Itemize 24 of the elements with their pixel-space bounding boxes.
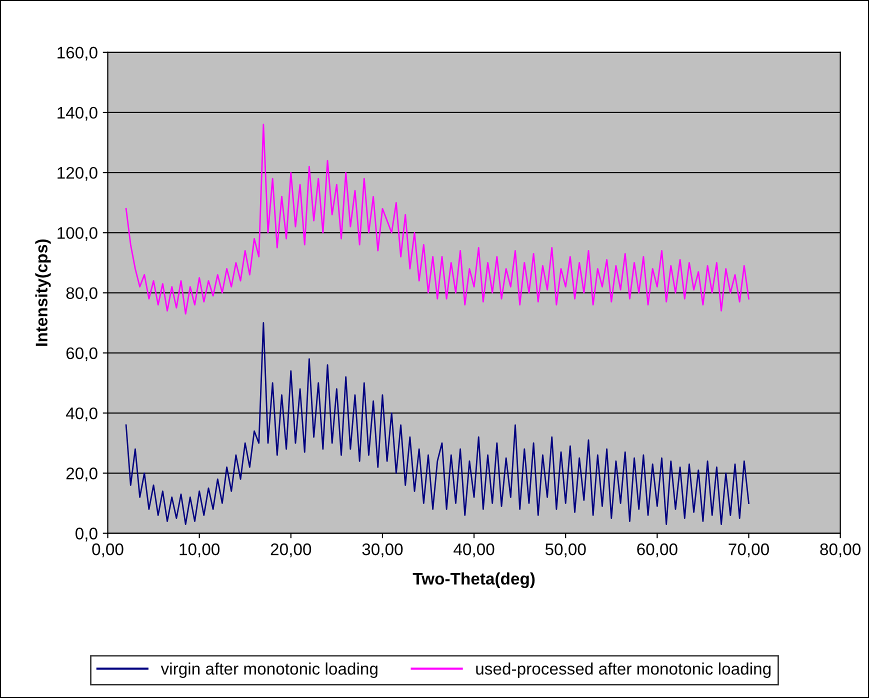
y-tick-label: 120,0 xyxy=(58,166,98,181)
line-series xyxy=(125,322,750,525)
x-tick-label: 30,00 xyxy=(362,543,403,558)
legend-label: used-processed after monotonic loading xyxy=(476,662,771,678)
x-tick-label: 0,00 xyxy=(92,543,124,558)
x-tick-label: 80,00 xyxy=(820,543,861,558)
y-tick-label: 0,0 xyxy=(76,528,98,542)
x-tick-label: 60,00 xyxy=(637,543,678,558)
y-tick-label: 60,0 xyxy=(66,347,98,362)
x-axis-title: Two-Theta(deg) xyxy=(412,572,535,588)
y-tick-label: 140,0 xyxy=(58,106,98,121)
x-tick-label: 40,00 xyxy=(454,543,494,558)
y-tick-label: 100,0 xyxy=(58,227,98,241)
y-tick-label: 20,0 xyxy=(66,468,98,482)
y-tick-label: 80,0 xyxy=(66,287,98,301)
x-tick-label: 10,00 xyxy=(180,543,220,558)
line-series xyxy=(125,124,750,315)
x-tick-label: 20,00 xyxy=(270,543,312,558)
legend-label: virgin after monotonic loading xyxy=(160,662,378,678)
y-tick-label: 160,0 xyxy=(58,46,98,61)
x-tick-label: 50,00 xyxy=(545,543,586,558)
y-tick-label: 40,0 xyxy=(66,407,98,422)
x-tick-label: 70,00 xyxy=(728,543,769,558)
y-axis-title: Intensity(cps) xyxy=(35,239,51,346)
